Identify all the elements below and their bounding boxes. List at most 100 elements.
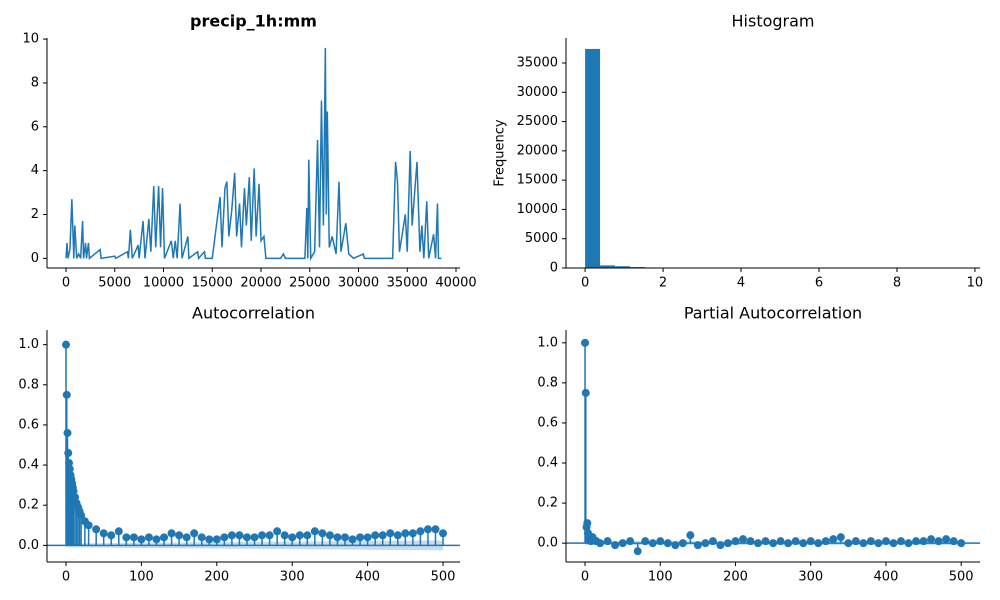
stem-marker <box>603 537 612 546</box>
stem-marker <box>62 340 71 349</box>
stem-marker <box>663 539 672 548</box>
stem-marker <box>175 531 184 540</box>
x-tick-label: 0 <box>581 276 589 291</box>
stem-marker <box>686 531 695 540</box>
stem-marker <box>92 525 101 534</box>
stem-marker <box>919 537 928 546</box>
histogram-bar <box>615 266 631 268</box>
stem-marker <box>310 527 319 536</box>
stem-marker <box>746 537 755 546</box>
stem-marker <box>167 529 176 538</box>
stem-marker <box>784 539 793 548</box>
y-tick-label: 20000 <box>517 143 558 158</box>
stem-marker <box>363 533 372 542</box>
x-tick-label: 15000 <box>192 276 233 291</box>
stem-marker <box>949 537 958 546</box>
y-tick-label: 10 <box>22 32 39 47</box>
stem-marker <box>122 533 131 542</box>
x-tick-label: 35000 <box>387 276 428 291</box>
stem-marker <box>303 531 312 540</box>
stem-marker <box>889 539 898 548</box>
x-tick-label: 300 <box>280 570 305 585</box>
stem-marker <box>581 388 590 397</box>
stem-marker <box>739 535 748 544</box>
stem-marker <box>63 428 72 437</box>
stem-marker <box>197 533 206 542</box>
y-tick-label: 1.0 <box>537 335 558 350</box>
stem-marker <box>761 537 770 546</box>
x-tick-label: 100 <box>129 570 154 585</box>
stem-marker <box>84 521 93 530</box>
stem-marker <box>280 531 289 540</box>
stem-marker <box>190 529 199 538</box>
stem-marker <box>439 529 448 538</box>
stem-marker <box>874 539 883 548</box>
x-tick-label: 4 <box>737 276 745 291</box>
x-tick-label: 0 <box>62 276 70 291</box>
chart-title: Autocorrelation <box>192 304 315 323</box>
stem-marker <box>693 541 702 550</box>
x-tick-label: 500 <box>431 570 456 585</box>
stem-marker <box>776 537 785 546</box>
stem-marker <box>144 533 153 542</box>
stem-marker <box>957 539 966 548</box>
stem-marker <box>806 537 815 546</box>
stem-marker <box>431 525 440 534</box>
y-tick-label: 30000 <box>517 85 558 100</box>
stem-marker <box>371 531 380 540</box>
stem-marker <box>859 539 868 548</box>
stem-marker <box>348 535 357 544</box>
stem-marker <box>401 529 410 538</box>
x-tick-label: 20000 <box>240 276 281 291</box>
stem-marker <box>814 539 823 548</box>
stem-marker <box>626 537 635 546</box>
stem-marker <box>242 533 251 542</box>
stem-marker <box>160 533 169 542</box>
stem-marker <box>583 519 592 528</box>
stem-marker <box>942 535 951 544</box>
stem-marker <box>107 531 116 540</box>
chart-title: Partial Autocorrelation <box>684 304 862 323</box>
x-tick-label: 400 <box>355 570 380 585</box>
stem-marker <box>716 541 725 550</box>
stem-marker <box>618 539 627 548</box>
stem-marker <box>656 537 665 546</box>
stem-marker <box>723 539 732 548</box>
x-tick-label: 40000 <box>435 276 476 291</box>
stem-marker <box>288 533 297 542</box>
stem-marker <box>927 535 936 544</box>
stem-marker <box>851 537 860 546</box>
y-tick-label: 0.0 <box>18 538 39 553</box>
x-tick-label: 200 <box>204 570 229 585</box>
y-tick-label: 35000 <box>517 56 558 71</box>
stem-marker <box>633 547 642 556</box>
stem-marker <box>205 535 214 544</box>
y-tick-label: 0.4 <box>18 458 39 473</box>
stem-marker <box>844 539 853 548</box>
stem-marker <box>611 541 620 550</box>
stem-marker <box>341 533 350 542</box>
y-tick-label: 0.8 <box>537 375 558 390</box>
stem-marker <box>769 539 778 548</box>
y-tick-label: 5000 <box>525 231 558 246</box>
x-tick-label: 500 <box>949 570 974 585</box>
y-tick-label: 8 <box>31 75 39 90</box>
stem-marker <box>897 537 906 546</box>
stem-marker <box>137 535 146 544</box>
stem-marker <box>220 533 229 542</box>
stem-marker <box>821 537 830 546</box>
stem-marker <box>423 525 432 534</box>
x-tick-label: 0 <box>62 570 70 585</box>
stem-marker <box>799 539 808 548</box>
y-tick-label: 0 <box>31 251 39 266</box>
histogram-bar <box>600 265 616 268</box>
y-tick-label: 0.0 <box>537 536 558 551</box>
stem-marker <box>265 531 274 540</box>
stem-marker <box>904 539 913 548</box>
y-tick-label: 0.8 <box>18 377 39 392</box>
stem-marker <box>325 531 334 540</box>
stem-marker <box>678 539 687 548</box>
stem-marker <box>641 537 650 546</box>
stem-marker <box>152 535 161 544</box>
